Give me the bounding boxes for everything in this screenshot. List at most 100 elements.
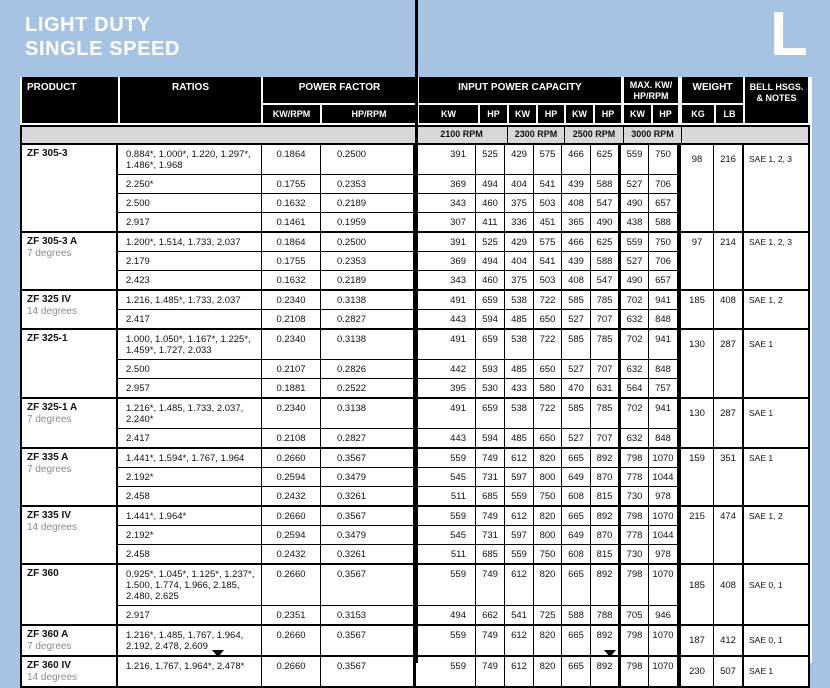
power-value: 702 bbox=[621, 330, 649, 359]
spec-row: 2.458 0.2432 0.3261 511 685 559 750 608 815 730 97… bbox=[118, 487, 677, 505]
power-value: 798 bbox=[621, 626, 649, 655]
spec-row: 1.441*, 1.964* 0.2660 0.3567 559 749 612 820 66… bbox=[118, 507, 677, 526]
power-value: 632 bbox=[621, 360, 649, 378]
ratios-value: 0.884*, 1.000*, 1.220, 1.297*, 1.486*, 1… bbox=[118, 145, 262, 174]
ratios-value: 2.250* bbox=[118, 175, 262, 193]
power-value: 707 bbox=[591, 360, 621, 378]
product-cell: ZF 305-3 bbox=[22, 145, 118, 231]
power-value: 443 bbox=[416, 310, 476, 328]
power-value: 429 bbox=[505, 145, 534, 174]
power-value: 650 bbox=[534, 310, 562, 328]
power-value: 527 bbox=[621, 252, 649, 270]
power-value: 702 bbox=[621, 399, 649, 428]
bell-notes-value: SAE 1, 2, 3 bbox=[749, 154, 792, 164]
hp-per-rpm-value: 0.3567 bbox=[321, 626, 416, 655]
power-value: 820 bbox=[534, 565, 562, 605]
product-degrees: 7 degrees bbox=[27, 641, 72, 652]
col-header-hp-2500: HP bbox=[595, 105, 621, 123]
kw-per-rpm-value: 0.2660 bbox=[262, 507, 321, 525]
hp-per-rpm-value: 0.2827 bbox=[321, 310, 416, 328]
ratios-value: 1.000, 1.050*, 1.167*, 1.225*, 1.459*, 1… bbox=[118, 330, 262, 359]
ratios-value: 2.500 bbox=[118, 194, 262, 212]
power-value: 798 bbox=[621, 449, 649, 467]
spec-row: 1.216, 1.767, 1.964*, 2.478* 0.2660 0.3567… bbox=[118, 657, 677, 686]
ratio-rows: 1.200*, 1.514, 1.733, 2.037 0.1864 0.2500 3… bbox=[118, 233, 681, 289]
power-value: 702 bbox=[621, 291, 649, 309]
power-value: 706 bbox=[655, 256, 671, 267]
power-value: 665 bbox=[562, 507, 591, 525]
weight-lb-value: 507 bbox=[714, 657, 744, 686]
power-value: 491 bbox=[416, 330, 476, 359]
kw-per-rpm-value: 0.2594 bbox=[262, 468, 321, 486]
col-header-hp-2300: HP bbox=[538, 105, 564, 123]
power-value: 749 bbox=[476, 507, 505, 525]
power-value: 559 bbox=[621, 145, 649, 174]
product-cell: ZF 335 IV 14 degrees bbox=[22, 507, 118, 563]
power-value: 559 bbox=[416, 449, 476, 467]
section-letter: L bbox=[770, 0, 808, 69]
power-value: 538 bbox=[505, 399, 534, 428]
spec-row: 2.179 0.1755 0.2353 369 494 404 541 439 588 527 70… bbox=[118, 252, 677, 271]
ratio-rows: 1.216, 1.485*, 1.733, 2.037 0.2340 0.3138 4… bbox=[118, 291, 681, 328]
title-line-1: LIGHT DUTY bbox=[25, 14, 151, 36]
power-value: 485 bbox=[505, 360, 534, 378]
rpm-band-2100: 2100 RPM bbox=[416, 127, 508, 143]
power-value: 485 bbox=[505, 310, 534, 328]
kw-per-rpm-value: 0.1864 bbox=[262, 233, 321, 251]
power-value: 588 bbox=[591, 175, 621, 193]
spec-row: 2.458 0.2432 0.3261 511 685 559 750 608 815 730 97… bbox=[118, 545, 677, 563]
power-value: 575 bbox=[534, 145, 562, 174]
col-header-kw-rpm: KW/RPM bbox=[263, 105, 320, 123]
power-value: 892 bbox=[591, 507, 621, 525]
power-value: 625 bbox=[591, 233, 621, 251]
product-name: ZF 335 A bbox=[27, 452, 69, 463]
power-value: 659 bbox=[476, 399, 505, 428]
weight-lb-value: 408 bbox=[714, 565, 744, 624]
power-value: 530 bbox=[476, 379, 505, 397]
power-value: 650 bbox=[534, 360, 562, 378]
ratio-rows: 1.441*, 1.594*, 1.767, 1.964 0.2660 0.3567… bbox=[118, 449, 681, 505]
power-value: 541 bbox=[534, 175, 562, 193]
power-value: 612 bbox=[505, 657, 534, 686]
power-value: 649 bbox=[562, 468, 591, 486]
power-value: 375 bbox=[505, 194, 534, 212]
col-header-weight: WEIGHT bbox=[682, 77, 743, 103]
weight-kg-value: 185 bbox=[681, 291, 714, 328]
power-value: 580 bbox=[534, 379, 562, 397]
power-value: 750 bbox=[534, 545, 562, 563]
ratios-value: 0.925*, 1.045*, 1.125*, 1.237*, 1.500, 1… bbox=[118, 565, 262, 605]
col-header-hp-rpm: HP/RPM bbox=[322, 105, 416, 123]
power-value: 491 bbox=[416, 399, 476, 428]
ratios-value: 2.917 bbox=[118, 606, 262, 624]
ratios-value: 1.216, 1.485*, 1.733, 2.037 bbox=[118, 291, 262, 309]
product-cell: ZF 325-1 bbox=[22, 330, 118, 397]
ratios-value: 1.216*, 1.485, 1.767, 1.964, 2.192, 2.47… bbox=[118, 626, 262, 655]
power-value: 662 bbox=[476, 606, 505, 624]
hp-per-rpm-value: 0.2500 bbox=[321, 233, 416, 251]
power-value: 408 bbox=[562, 271, 591, 289]
hp-per-rpm-value: 0.3138 bbox=[321, 330, 416, 359]
power-value: 788 bbox=[591, 606, 621, 624]
power-value: 404 bbox=[505, 252, 534, 270]
bell-notes-value: SAE 1 bbox=[749, 452, 774, 463]
hp-per-rpm-value: 0.3479 bbox=[321, 468, 416, 486]
spec-row: 2.192* 0.2594 0.3479 545 731 597 800 649 870 778 1… bbox=[118, 526, 677, 545]
power-value: 722 bbox=[534, 291, 562, 309]
power-value: 815 bbox=[591, 487, 621, 505]
power-value: 749 bbox=[476, 657, 505, 686]
col-header-kg: KG bbox=[682, 105, 714, 123]
power-value: 798 bbox=[621, 507, 649, 525]
power-value: 612 bbox=[505, 507, 534, 525]
power-value: 685 bbox=[476, 487, 505, 505]
ratios-value: 2.192* bbox=[118, 526, 262, 544]
power-value: 730 bbox=[621, 545, 649, 563]
power-value: 527 bbox=[621, 175, 649, 193]
power-value: 490 bbox=[621, 271, 649, 289]
power-value: 395 bbox=[416, 379, 476, 397]
power-value: 730 bbox=[621, 487, 649, 505]
power-value: 585 bbox=[562, 399, 591, 428]
product-name: ZF 360 A bbox=[27, 629, 69, 640]
hp-per-rpm-value: 0.3479 bbox=[321, 526, 416, 544]
product-name: ZF 305-3 bbox=[27, 148, 68, 159]
